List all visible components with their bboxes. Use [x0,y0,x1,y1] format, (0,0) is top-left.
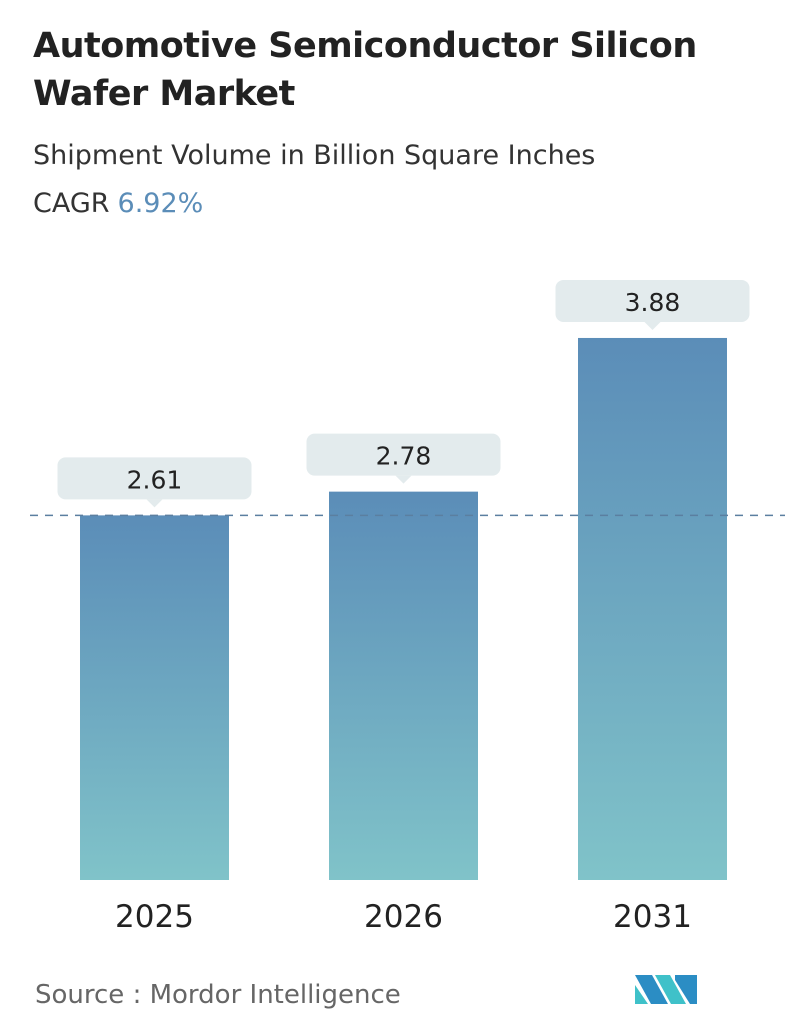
bar-2031 [578,337,727,880]
chart-subtitle: Shipment Volume in Billion Square Inches [33,140,596,171]
cagr-label: CAGR [33,188,110,219]
cagr: CAGR 6.92% [33,188,203,219]
cagr-value: 6.92% [117,188,204,219]
data-label-bubble [57,457,252,500]
data-label-pointer [146,499,163,508]
x-tick-label: 2025 [115,899,194,935]
chart-title: Automotive Semiconductor Silicon Wafer M… [33,26,697,114]
bar-2026 [329,491,478,880]
x-tick-label: 2031 [613,899,692,935]
data-label: 2.78 [376,442,432,471]
source-text: Source : Mordor Intelligence [35,980,401,1010]
bar-2025 [80,515,229,880]
data-label: 2.61 [127,465,183,494]
data-label-bubble [555,279,750,322]
x-tick-label: 2026 [364,899,443,935]
data-label: 3.88 [625,288,681,317]
data-label-pointer [644,321,661,330]
data-label-bubble [306,433,501,476]
data-label-pointer [395,475,412,484]
